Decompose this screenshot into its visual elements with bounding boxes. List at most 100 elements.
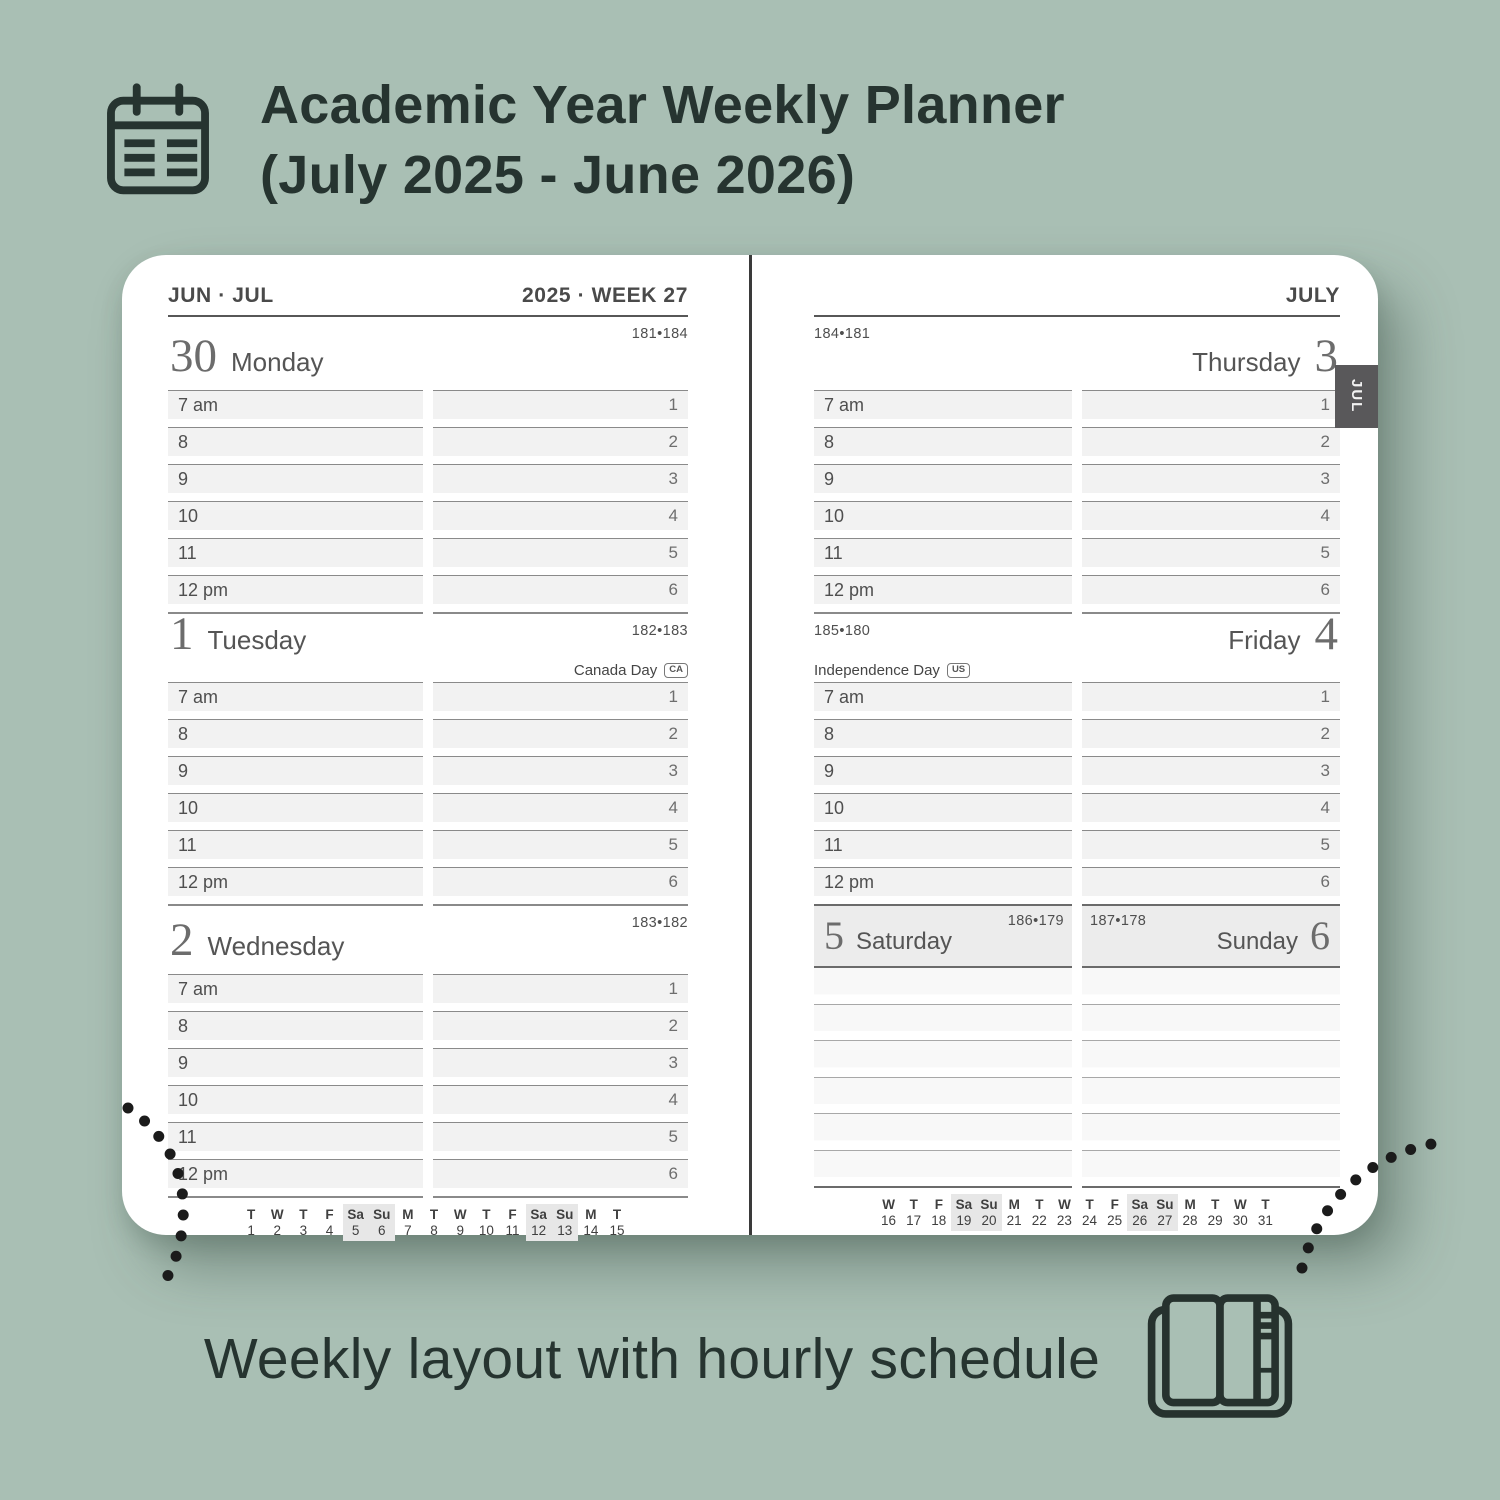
mini-cal-cell: T 17 [906,1197,922,1228]
time-slot: 1 [1082,390,1340,427]
writing-line [814,1041,1072,1078]
mini-cal-cell-weekend: Su 27 [1152,1194,1178,1231]
time-slot: 6 [433,867,688,904]
time-slot: 6 [433,575,688,612]
day-name: Thursday [1192,347,1301,377]
holiday-label: Independence Day US [814,662,971,679]
time-slot: 4 [1082,793,1340,830]
month-label: JULY [1285,284,1340,307]
holiday-name: Independence Day [814,662,940,679]
time-slot: 12 pm [168,575,423,612]
time-slot: 7 am [168,974,423,1011]
weekend-header-row: 5 Saturday 186•179 187•178 Sunday 6 [814,904,1340,968]
time-slot: 8 [814,719,1072,756]
time-label: 12 pm [178,1163,229,1184]
mini-cal-cell-weekend: Sa 5 [342,1204,369,1241]
day-header-thursday: 184•181 Thursday 3 [814,317,1340,390]
writing-line [814,1114,1072,1151]
writing-line [1082,1150,1340,1186]
day-number: 4 [1314,608,1339,660]
footer-caption: Weekly layout with hourly schedule [203,1326,1101,1391]
mini-cal-cell: M 28 [1182,1197,1198,1228]
time-slot: 8 [814,427,1072,464]
time-label: 8 [178,1015,189,1036]
weekend-writing-lines [814,968,1340,1188]
time-label: 12 pm [824,579,875,600]
time-label: 7 am [178,686,219,707]
time-label: 11 [824,834,843,855]
day-number: 30 [170,330,217,382]
day-of-year-count: 186•179 [1007,913,1064,929]
mini-cal-cell-weekend: Su 6 [368,1204,395,1241]
time-slot: 11 [168,830,423,867]
mini-cal-cell-weekend: Sa 26 [1127,1194,1153,1231]
slot-number: 3 [668,761,678,780]
tuesday-hour-grid: 7 am 8 9 10 11 12 pm 1 2 3 4 5 6 [168,682,688,906]
calendar-icon [102,82,214,205]
time-slot: 5 [1082,538,1340,575]
time-label: 8 [178,723,189,744]
time-label: 12 pm [178,871,229,892]
slot-number: 1 [668,687,678,706]
time-slot: 3 [433,464,688,501]
time-label: 7 am [178,394,219,415]
slot-number: 1 [668,395,678,414]
holiday-label: Canada Day CA [574,662,688,679]
time-slot: 8 [168,719,423,756]
saturday-lines-column [814,968,1072,1188]
time-label: 9 [824,760,835,781]
writing-line [814,1077,1072,1114]
month-tab-jul: JUL [1335,365,1378,428]
mini-cal-cell: T 10 [478,1207,494,1238]
slot-number: 5 [668,835,678,854]
slot-numbers-column: 1 2 3 4 5 6 [433,390,688,614]
time-slot: 4 [1082,501,1340,538]
slot-number: 5 [1320,835,1330,854]
right-page-header: JULY [814,269,1340,317]
month-range-label: JUN · JUL [168,284,274,307]
day-header-tuesday: 182•183 1 Tuesday Canada Day CA [168,610,688,682]
time-label: 10 [178,505,199,526]
time-label: 7 am [824,686,865,707]
slot-number: 2 [668,432,678,451]
slot-number: 2 [1320,432,1330,451]
time-slot: 2 [433,1011,688,1048]
time-slot: 8 [168,427,423,464]
hour-labels-column: 7 am 8 9 10 11 12 pm [168,390,423,614]
time-slot: 3 [1082,464,1340,501]
holiday-name: Canada Day [573,662,658,679]
hour-labels-column: 7 am 8 9 10 11 12 pm [168,974,423,1198]
slot-number: 4 [668,506,678,525]
writing-line [814,1150,1072,1186]
slot-number: 2 [1320,724,1330,743]
time-slot: 10 [168,501,423,538]
time-label: 9 [824,468,835,489]
day-header-saturday: 5 Saturday 186•179 [814,904,1072,968]
time-slot: 1 [433,974,688,1011]
slot-number: 1 [1320,687,1330,706]
writing-line [814,968,1072,1005]
slot-number: 2 [668,1016,678,1035]
time-label: 9 [178,760,189,781]
time-slot: 4 [433,1085,688,1122]
mini-cal-cell: W 30 [1232,1197,1248,1228]
day-header-wednesday: 183•182 2 Wednesday [168,906,688,974]
slot-number: 4 [1320,798,1330,817]
time-slot: 11 [168,538,423,575]
day-header-monday: 181•184 30 Monday [168,317,688,390]
time-slot: 12 pm [814,575,1072,612]
slot-number: 5 [1320,543,1330,562]
time-label: 9 [178,1052,189,1073]
time-slot: 9 [814,756,1072,793]
slot-number: 6 [1320,872,1330,891]
day-name: Monday [231,347,324,377]
time-label: 8 [178,431,189,452]
time-slot: 7 am [168,390,423,427]
day-of-year-count: 182•183 [631,623,688,639]
planner-spine-divider [749,255,752,1235]
time-slot: 12 pm [168,867,423,904]
time-slot: 1 [433,682,688,719]
